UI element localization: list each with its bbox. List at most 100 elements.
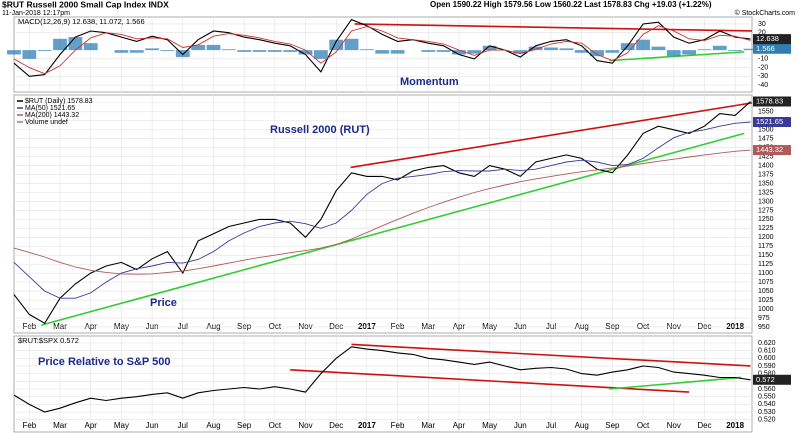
y-tick-label: 1425 [758,153,774,160]
x-tick-label: Jul [178,421,188,430]
value-tag: 1.566 [756,44,775,53]
x-tick-label: Dec [697,421,711,430]
panel-frame [13,335,753,433]
x-tick-label: Jun [514,421,527,430]
value-tag-box [753,34,791,45]
histogram-bar [436,50,451,52]
series-line [13,101,751,325]
value-tag: 1521.65 [756,117,783,126]
y-tick-label: 0.530 [758,409,776,416]
x-tick-label: Dec [329,421,343,430]
histogram-bar [160,50,175,52]
y-tick-label: 0.560 [758,386,776,393]
histogram-bar [267,50,282,52]
y-tick-label: 1500 [758,127,774,134]
chart-date: 11-Jan-2018 12:17pm [2,10,70,17]
value-tag: 1443.32 [756,145,783,154]
histogram-bar [53,38,67,51]
y-tick-label: 1225 [758,225,774,232]
y-tick-label: 1025 [758,297,774,304]
y-tick-label: 1300 [758,198,774,205]
y-tick-label: 1125 [758,261,773,268]
y-tick-label: 0.590 [758,363,776,370]
histogram-bar [7,50,21,55]
panel-label: $RUT:$SPX 0.572 [18,336,79,345]
y-tick-label: 0.610 [758,347,776,354]
annotation: Momentum [400,76,459,88]
x-tick-label: Mar [53,421,67,430]
y-tick-label: 1275 [758,207,774,214]
value-tag-box [753,43,791,54]
x-tick-label: Apr [453,421,466,430]
histogram-bar [22,50,37,59]
value-tag-box [753,145,791,156]
histogram-bar [513,50,528,54]
y-tick-label: 0.600 [758,355,776,362]
histogram-bar [697,49,712,51]
series-line [13,149,751,275]
y-tick-label: 30 [758,21,766,28]
chart-title: $RUT Russell 2000 Small Cap Index INDX [2,0,169,9]
y-tick-label: -30 [758,73,768,80]
series-line [13,25,751,75]
histogram-bar [145,48,159,51]
histogram-bar [590,50,604,57]
histogram-bar [68,37,83,51]
trend-line [354,23,753,32]
legend-label: MA(200) 1443.32 [25,112,79,119]
y-tick-label: 1250 [758,216,774,223]
annotation: Price Relative to S&P 500 [38,356,170,368]
quote: Open 1590.22 High 1579.56 Low 1560.22 La… [430,0,712,9]
x-tick-label: Sep [237,421,252,430]
histogram-bar [467,50,482,54]
x-tick-label: 2018 [726,421,744,430]
histogram-bar [221,49,236,51]
histogram-bar [743,48,758,51]
histogram-bar [129,50,144,53]
histogram-bar [728,50,743,52]
value-tag-box [753,374,791,385]
trend-line [609,376,742,390]
x-tick-label: Jul [546,421,556,430]
histogram-bar [574,50,589,53]
x-tick-label: Nov [667,421,681,430]
y-tick-label: 1350 [758,180,774,187]
value-tag: 1578.83 [756,96,783,105]
panel-frame [13,94,753,334]
trend-line [350,102,753,169]
y-tick-label: 975 [758,315,770,322]
trend-line [351,343,751,367]
y-tick-label: 0.620 [758,340,776,347]
y-tick-label: 0.550 [758,394,776,401]
value-tag: 12.638 [756,34,779,43]
x-tick-label: May [114,421,129,430]
histogram-bar [605,50,620,53]
series-line [13,18,751,77]
y-tick-label: 1400 [758,162,774,169]
histogram-bar [666,50,681,57]
y-tick-label: 1550 [758,109,774,116]
histogram-bar [114,50,129,53]
histogram-bar [559,48,574,51]
y-tick-label: 0.540 [758,401,776,408]
value-tag-box [753,96,791,107]
x-tick-label: Feb [391,421,405,430]
x-tick-label: Sep [605,421,620,430]
value-tag: 0.572 [756,375,775,384]
histogram-bar [375,50,390,54]
x-tick-label: Aug [206,421,220,430]
histogram-bar [651,46,666,51]
histogram-bar [37,50,52,52]
legend-label: Volume undef [25,119,68,126]
histogram-bar [390,50,405,54]
annotation: Russell 2000 (RUT) [270,124,370,136]
histogram-bar [329,39,344,51]
series-line [13,346,751,413]
y-tick-label: 1375 [758,171,774,178]
histogram-bar [712,45,727,51]
y-tick-label: 1325 [758,189,774,196]
x-tick-label: Oct [269,421,282,430]
histogram-bar [482,45,497,51]
x-tick-label: Feb [22,421,36,430]
